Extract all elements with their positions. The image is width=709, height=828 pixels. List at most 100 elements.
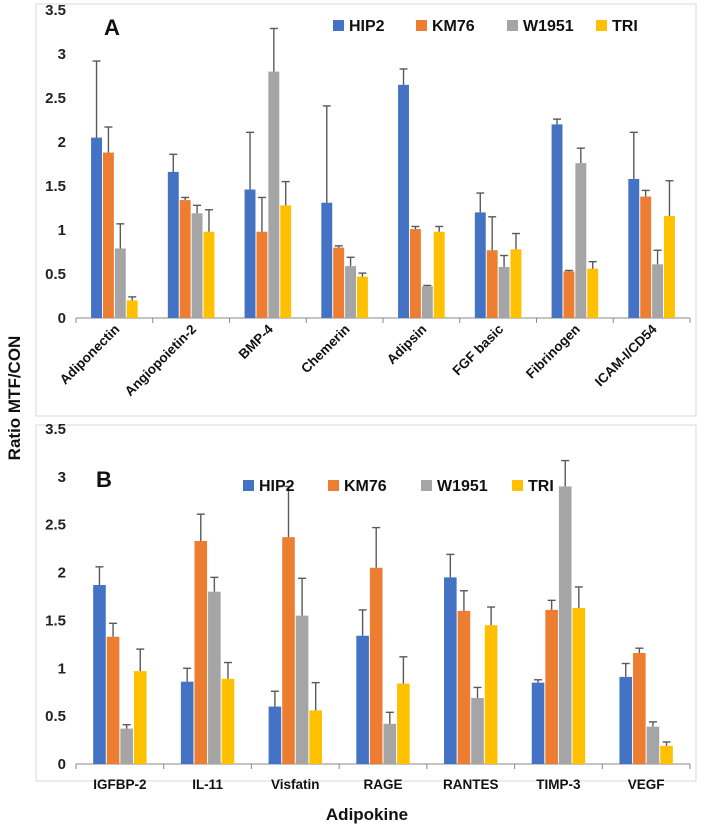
bar-w1951-icam-i-cd54	[652, 264, 664, 318]
y-tick-label: 0.5	[45, 708, 66, 725]
x-category-label: RAGE	[363, 777, 402, 792]
bar-hip2-vegf	[619, 676, 633, 764]
y-tick-label: 0.5	[45, 266, 66, 283]
bar-km76-rantes	[457, 610, 471, 764]
y-tick-label: 3.5	[45, 421, 66, 438]
y-tick-label: 1.5	[45, 178, 66, 195]
x-category-label: TIMP-3	[536, 777, 581, 792]
x-category-label: VEGF	[628, 777, 665, 792]
bar-tri-il-11	[221, 678, 235, 764]
bar-hip2-icam-i-cd54	[628, 178, 640, 318]
bar-w1951-adiponectin	[114, 248, 126, 318]
y-tick-label: 1.5	[45, 612, 66, 629]
bar-km76-fibrinogen	[563, 271, 575, 318]
x-category-label: FGF basic	[449, 321, 506, 378]
bar-km76-adipsin	[409, 229, 421, 318]
bar-tri-visfatin	[309, 710, 322, 764]
bar-hip2-il-11	[180, 681, 194, 764]
legend-swatch-km76	[328, 480, 339, 491]
bar-tri-timp-3	[572, 607, 586, 764]
x-category-label: RANTES	[443, 777, 499, 792]
legend-swatch-w1951	[507, 20, 518, 31]
bar-hip2-igfbp-2	[93, 585, 106, 764]
bar-tri-fgf-basic	[510, 249, 522, 318]
legend-swatch-km76	[416, 20, 427, 31]
bar-w1951-rage	[383, 723, 397, 764]
y-tick-label: 2.5	[45, 90, 66, 107]
bar-tri-vegf	[660, 745, 673, 764]
legend-label-hip2: HIP2	[349, 18, 385, 35]
bar-hip2-rantes	[444, 577, 457, 764]
bar-tri-chemerin	[357, 276, 368, 318]
y-tick-label: 1	[58, 660, 66, 677]
legend-swatch-w1951	[421, 480, 432, 491]
bar-tri-rantes	[484, 625, 498, 764]
bar-w1951-fibrinogen	[575, 163, 587, 318]
bar-w1951-visfatin	[295, 615, 309, 764]
y-tick-label: 0	[58, 756, 66, 773]
x-category-label: Adipsin	[384, 322, 430, 368]
bar-km76-il-11	[194, 540, 208, 764]
x-category-label: ICAM-I/CD54	[592, 321, 660, 389]
bar-tri-igfbp-2	[133, 671, 147, 764]
bar-hip2-bmp-4	[244, 189, 256, 318]
bar-km76-igfbp-2	[106, 636, 120, 764]
y-tick-label: 1	[58, 222, 66, 239]
bar-km76-timp-3	[545, 609, 558, 764]
bar-km76-fgf-basic	[486, 250, 498, 318]
legend-swatch-hip2	[243, 480, 254, 491]
y-axis-title: Ratio MTF/CON	[5, 336, 24, 461]
bar-tri-adipsin	[433, 231, 445, 318]
bar-w1951-vegf	[646, 726, 660, 764]
bar-hip2-angiopoietin-2	[167, 171, 179, 318]
x-category-label: Visfatin	[271, 777, 320, 792]
bar-hip2-fibrinogen	[551, 124, 563, 319]
bar-hip2-rage	[356, 635, 369, 764]
bar-km76-angiopoietin-2	[179, 200, 191, 318]
legend-label-w1951: W1951	[437, 478, 488, 495]
bar-km76-chemerin	[333, 247, 345, 318]
bar-hip2-fgf-basic	[474, 212, 486, 318]
bar-w1951-angiopoietin-2	[191, 213, 203, 318]
bar-w1951-igfbp-2	[120, 728, 133, 764]
chart-frame	[35, 3, 697, 417]
y-tick-label: 2	[58, 134, 66, 151]
x-category-label: IGFBP-2	[93, 777, 146, 792]
bar-tri-bmp-4	[280, 205, 292, 318]
x-category-label: Chemerin	[298, 322, 353, 377]
x-category-label: Fibrinogen	[523, 322, 583, 382]
y-tick-label: 3	[58, 469, 66, 486]
bar-w1951-fgf-basic	[498, 266, 510, 318]
bar-w1951-rantes	[471, 697, 484, 764]
x-category-label: BMP-4	[236, 321, 277, 362]
legend-label-tri: TRI	[612, 18, 638, 35]
legend-label-km76: KM76	[432, 18, 475, 35]
bar-w1951-chemerin	[345, 266, 357, 318]
y-tick-label: 3.5	[45, 2, 66, 19]
bar-w1951-timp-3	[558, 486, 572, 764]
bar-hip2-timp-3	[531, 682, 545, 764]
bar-w1951-bmp-4	[268, 71, 280, 318]
legend-label-km76: KM76	[344, 478, 387, 495]
bar-tri-icam-i-cd54	[664, 215, 675, 318]
panel-a-letter: A	[104, 15, 120, 40]
bar-tri-rage	[397, 683, 410, 764]
legend-swatch-hip2	[333, 20, 344, 31]
bar-tri-fibrinogen	[587, 268, 599, 318]
legend-swatch-tri	[512, 480, 523, 491]
bar-tri-adiponectin	[126, 300, 138, 318]
y-tick-label: 2.5	[45, 517, 66, 534]
y-tick-label: 3	[58, 46, 66, 63]
bar-km76-visfatin	[282, 537, 295, 764]
bar-hip2-visfatin	[268, 706, 282, 764]
bar-tri-angiopoietin-2	[203, 231, 215, 318]
y-tick-label: 2	[58, 565, 66, 582]
bar-hip2-adiponectin	[91, 137, 102, 318]
bar-hip2-adipsin	[398, 84, 409, 318]
x-category-label: Adiponectin	[57, 322, 123, 388]
x-category-label: IL-11	[192, 777, 223, 792]
bar-km76-vegf	[633, 652, 646, 764]
bar-w1951-il-11	[208, 591, 221, 764]
bar-km76-rage	[369, 567, 383, 764]
